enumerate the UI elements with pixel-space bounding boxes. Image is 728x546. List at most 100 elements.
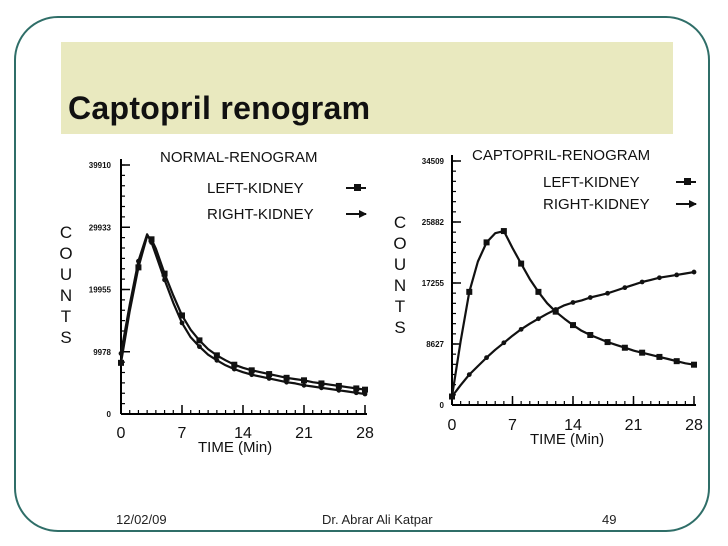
normal-marker-right-kidney [266, 376, 272, 381]
captopril-y-axis-label-letter: T [395, 297, 405, 316]
normal-marker-left-kidney [213, 352, 220, 359]
captopril-legend-marker-right-kidney [689, 200, 697, 208]
normal-marker-left-kidney [335, 382, 342, 389]
normal-x-tick-label: 21 [295, 425, 313, 442]
captopril-marker-right-kidney [536, 316, 541, 322]
captopril-y-axis-label-letter: N [394, 276, 406, 295]
normal-series-line-right-kidney [119, 233, 366, 396]
captopril-series-line-left-kidney [450, 230, 695, 397]
normal-marker-right-kidney [149, 240, 154, 245]
normal-y-tick-label: 0 [107, 410, 112, 419]
normal-y-axis-label-letter: N [60, 286, 72, 305]
normal-y-axis-label-letter: U [60, 265, 72, 284]
captopril-marker-right-kidney [466, 372, 472, 377]
captopril-marker-right-kidney [518, 326, 524, 332]
captopril-marker-right-kidney [570, 300, 576, 305]
captopril-x-tick-label: 0 [448, 417, 457, 434]
normal-marker-right-kidney [301, 382, 307, 388]
captopril-chart-title: CAPTOPRIL-RENOGRAM [472, 147, 650, 164]
captopril-marker-right-kidney [553, 307, 559, 312]
footer-author: Dr. Abrar Ali Katpar [322, 512, 433, 527]
captopril-y-tick-label: 34509 [422, 157, 445, 166]
normal-marker-right-kidney [319, 385, 324, 391]
normal-y-tick-label: 39910 [89, 161, 112, 170]
normal-marker-right-kidney [249, 372, 255, 378]
captopril-marker-right-kidney [691, 269, 697, 275]
normal-legend-label-left-kidney: LEFT-KIDNEY [207, 180, 304, 197]
normal-marker-left-kidney [283, 374, 290, 381]
normal-marker-left-kidney [353, 385, 360, 392]
captopril-marker-left-kidney [639, 349, 646, 356]
captopril-marker-left-kidney [466, 288, 473, 295]
footer-date: 12/02/09 [116, 512, 167, 527]
normal-marker-left-kidney [179, 312, 185, 319]
captopril-marker-left-kidney [535, 288, 542, 295]
captopril-x-axis-label: TIME (Min) [530, 431, 604, 448]
captopril-x-tick-label: 7 [508, 417, 517, 434]
normal-marker-right-kidney [118, 351, 124, 356]
captopril-marker-left-kidney [621, 344, 628, 351]
captopril-marker-left-kidney [656, 353, 663, 360]
captopril-marker-left-kidney [587, 332, 594, 339]
normal-marker-left-kidney [248, 367, 255, 374]
captopril-marker-left-kidney [604, 339, 611, 346]
captopril-legend-marker-left-kidney [684, 178, 691, 185]
normal-y-axis-label-letter: O [59, 244, 72, 263]
normal-x-tick-label: 14 [234, 425, 252, 442]
captopril-marker-right-kidney [674, 272, 680, 278]
normal-y-axis-label-letter: T [61, 307, 71, 326]
normal-x-tick-label: 7 [178, 425, 187, 442]
captopril-legend-label-left-kidney: LEFT-KIDNEY [543, 174, 640, 191]
normal-marker-right-kidney [353, 390, 359, 396]
normal-marker-right-kidney [136, 258, 141, 264]
normal-legend-label-right-kidney: RIGHT-KIDNEY [207, 206, 314, 223]
normal-marker-left-kidney [301, 377, 307, 384]
captopril-marker-left-kidney [570, 322, 576, 329]
normal-legend-marker-right-kidney [359, 210, 367, 218]
captopril-marker-right-kidney [587, 295, 593, 300]
captopril-y-tick-label: 17255 [422, 279, 445, 288]
normal-chart-title: NORMAL-RENOGRAM [160, 149, 318, 166]
captopril-marker-left-kidney [518, 260, 525, 267]
captopril-legend-label-right-kidney: RIGHT-KIDNEY [543, 196, 650, 213]
normal-marker-left-kidney [148, 236, 155, 243]
normal-marker-right-kidney [336, 387, 342, 393]
normal-marker-left-kidney [231, 361, 238, 368]
normal-x-tick-label: 28 [356, 425, 374, 442]
captopril-marker-right-kidney [484, 355, 489, 361]
captopril-marker-right-kidney [605, 290, 610, 296]
normal-marker-right-kidney [284, 379, 289, 385]
captopril-series-line-right-kidney [451, 271, 695, 398]
normal-marker-left-kidney [362, 386, 368, 393]
captopril-y-axis-label-letter: S [394, 318, 405, 337]
normal-y-tick-label: 9978 [93, 348, 111, 357]
captopril-x-tick-label: 28 [685, 417, 703, 434]
captopril-marker-right-kidney [639, 279, 645, 285]
normal-marker-left-kidney [118, 359, 124, 366]
captopril-marker-left-kidney [483, 239, 490, 246]
captopril-y-axis-label-letter: U [394, 255, 406, 274]
normal-marker-right-kidney [362, 391, 368, 397]
captopril-marker-right-kidney [657, 275, 662, 281]
slide-title: Captopril renogram [68, 90, 371, 126]
normal-x-tick-label: 0 [117, 425, 126, 442]
normal-marker-left-kidney [318, 380, 325, 387]
captopril-y-tick-label: 25882 [422, 218, 445, 227]
normal-legend-marker-left-kidney [354, 184, 361, 191]
captopril-x-tick-label: 14 [564, 417, 582, 434]
normal-marker-right-kidney [214, 357, 220, 363]
normal-marker-right-kidney [231, 366, 237, 372]
captopril-y-tick-label: 8627 [426, 340, 444, 349]
normal-marker-right-kidney [197, 344, 202, 350]
captopril-y-tick-label: 0 [440, 401, 445, 410]
normal-marker-left-kidney [196, 337, 203, 344]
captopril-marker-left-kidney [500, 228, 507, 235]
normal-y-axis-label-letter: C [60, 223, 72, 242]
normal-y-axis-label-letter: S [60, 328, 71, 347]
captopril-marker-left-kidney [691, 361, 697, 368]
normal-marker-left-kidney [266, 371, 273, 378]
normal-x-axis-label: TIME (Min) [198, 439, 272, 456]
normal-marker-left-kidney [161, 270, 168, 277]
normal-y-tick-label: 19955 [89, 286, 112, 295]
normal-y-tick-label: 29933 [89, 223, 112, 232]
